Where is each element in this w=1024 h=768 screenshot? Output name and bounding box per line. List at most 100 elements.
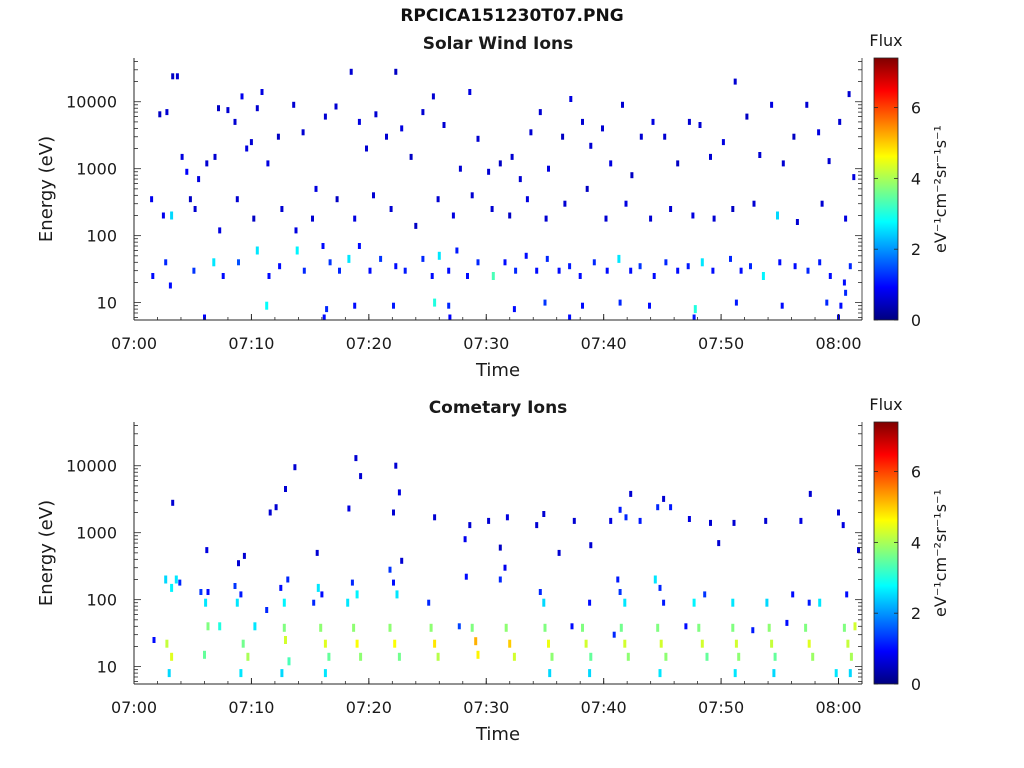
x-tick-label: 08:00: [815, 698, 861, 717]
y-tick-label: 10: [97, 294, 117, 313]
heatmap-cell: [568, 263, 572, 270]
x-axis-label: Time: [475, 360, 520, 381]
heatmap-cell: [662, 599, 666, 606]
colorbar: [873, 57, 899, 321]
heatmap-cell: [687, 516, 691, 522]
heatmap-cell: [311, 215, 314, 222]
heatmap-cell: [388, 623, 392, 632]
heatmap-cell: [205, 547, 209, 554]
heatmap-cell: [842, 279, 846, 286]
heatmap-cell: [618, 299, 622, 306]
heatmap-cell: [436, 652, 440, 661]
heatmap-cell: [357, 118, 361, 125]
heatmap-cell: [617, 254, 621, 263]
heatmap-cell: [282, 598, 286, 607]
heatmap-cell: [164, 259, 168, 266]
heatmap-cell: [328, 259, 332, 266]
heatmap-cell: [524, 252, 528, 259]
heatmap-cell: [550, 652, 554, 661]
heatmap-cell: [476, 650, 480, 659]
heatmap-cell: [237, 560, 240, 567]
heatmap-cell: [388, 566, 392, 573]
heatmap-cell: [204, 598, 208, 607]
x-tick-label: 07:50: [698, 698, 744, 717]
heatmap-cell: [648, 302, 651, 309]
heatmap-cell: [321, 243, 325, 249]
colorbar-tick-label: 2: [911, 240, 921, 259]
heatmap-cell: [353, 302, 357, 309]
heatmap-cell: [731, 598, 735, 607]
heatmap-cell: [280, 206, 284, 212]
heatmap-cell: [638, 263, 642, 270]
heatmap-cell: [592, 259, 596, 266]
heatmap-cell: [359, 652, 363, 661]
colorbar-unit-label: eV⁻¹cm⁻²sr⁻¹s⁻¹: [931, 125, 950, 253]
heatmap-cell: [218, 227, 222, 234]
heatmap-cell: [170, 652, 174, 661]
heatmap-cell: [700, 258, 704, 267]
heatmap-cell: [436, 196, 440, 203]
heatmap-cell: [347, 254, 351, 263]
heatmap-cell: [170, 583, 174, 592]
heatmap-cells: [150, 68, 856, 321]
heatmap-cell: [302, 267, 306, 274]
heatmap-cell: [588, 669, 592, 678]
heatmap-cell: [301, 129, 305, 136]
heatmap-cell: [389, 206, 393, 212]
heatmap-cell: [733, 78, 737, 85]
heatmap-cell: [278, 263, 282, 270]
heatmap-cell: [752, 200, 756, 207]
heatmap-cell: [581, 623, 584, 632]
heatmap-cell: [698, 122, 702, 128]
figure-title: RPCICA151230T07.PNG: [400, 6, 624, 26]
heatmap-cell: [498, 576, 502, 583]
heatmap-cell: [848, 263, 852, 270]
heatmap-cell: [433, 298, 437, 307]
heatmap-cell: [844, 289, 848, 296]
heatmap-cell: [557, 267, 561, 274]
heatmap-cell: [164, 575, 168, 584]
heatmap-cell: [616, 576, 620, 583]
heatmap-cell: [806, 267, 810, 274]
heatmap-cell: [589, 652, 593, 661]
heatmap-cell: [712, 215, 716, 222]
heatmap-cell: [242, 552, 246, 559]
heatmap-cell: [624, 514, 628, 521]
heatmap-cell: [589, 542, 593, 549]
heatmap-cell: [180, 153, 184, 160]
heatmap-cell: [316, 583, 320, 592]
heatmap-cell: [543, 299, 547, 306]
heatmap-cell: [686, 263, 690, 270]
heatmap-cell: [235, 598, 239, 607]
heatmap-cell: [731, 206, 735, 212]
panel-title: Cometary Ions: [429, 398, 568, 418]
heatmap-cell: [249, 139, 253, 146]
heatmap-cell: [623, 598, 627, 607]
heatmap-cell: [734, 639, 738, 648]
heatmap-cell: [253, 622, 257, 631]
heatmap-cell: [468, 522, 472, 529]
x-tick-label: 07:10: [228, 698, 274, 717]
heatmap-cell: [235, 196, 239, 203]
heatmap-cell: [663, 133, 667, 140]
heatmap-cell: [357, 243, 361, 249]
heatmap-cell: [491, 272, 495, 280]
heatmap-cell: [827, 158, 831, 165]
heatmap-cell: [656, 504, 660, 511]
colorbar-title: Flux: [869, 395, 902, 414]
heatmap-cell: [691, 212, 695, 219]
heatmap-cell: [240, 93, 244, 100]
heatmap-cell: [621, 101, 624, 108]
heatmap-cell: [618, 506, 622, 513]
heatmap-cell: [455, 247, 459, 254]
heatmap-cell: [857, 547, 860, 554]
heatmap-cell: [287, 657, 291, 666]
heatmap-cell: [379, 255, 383, 262]
heatmap-cell: [535, 522, 539, 529]
heatmap-cell: [474, 637, 478, 646]
heatmap-cell: [662, 495, 666, 502]
heatmap-cell: [538, 589, 542, 595]
heatmap-cell: [508, 639, 512, 648]
heatmap-cell: [834, 669, 838, 678]
heatmap-cell: [839, 302, 843, 309]
